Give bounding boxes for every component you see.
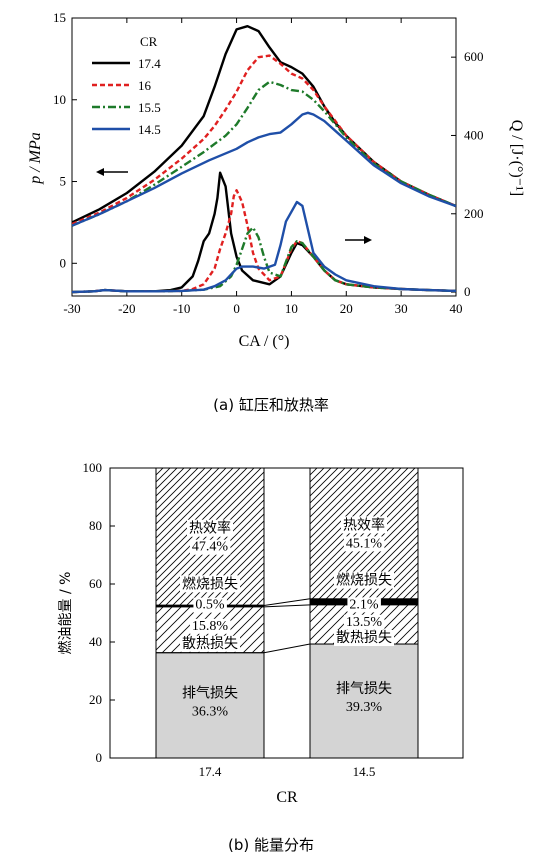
heat-release-line-cr-16 <box>72 189 456 294</box>
right-axis-arrow <box>345 236 372 244</box>
chart-a-ytick-label: 10 <box>53 92 66 107</box>
heat-release-line-cr-14.5 <box>72 200 456 294</box>
left-axis-arrow <box>96 168 128 176</box>
label-thermal-eff-value: 47.4% <box>192 540 229 555</box>
label-heatloss-value-bg <box>343 614 385 630</box>
chart-a-xtick-label: -30 <box>63 301 80 316</box>
label-heatloss-name: 散热损失 <box>336 630 392 646</box>
label-exhaust-name: 排气损失 <box>182 685 238 701</box>
label-heatloss-name-bg <box>334 630 394 646</box>
label-thermal-eff-value-bg <box>343 536 385 552</box>
label-thermal-eff-name-bg <box>341 516 387 534</box>
legend-title: CR <box>140 34 158 49</box>
label-combustion-value-bg <box>347 597 381 613</box>
label-combustion-value-bg <box>193 597 227 613</box>
label-heatloss-value: 15.8% <box>192 619 229 634</box>
chart-a-caption: (a) 缸压和放热率 <box>213 396 329 414</box>
label-exhaust-value: 36.3% <box>192 704 229 719</box>
chart-a-y2tick-label: 600 <box>464 49 484 64</box>
chart-a-ytick-label: 15 <box>53 10 66 25</box>
chart-b-ytick-label: 20 <box>89 692 102 707</box>
label-exhaust-name-bg <box>180 685 240 702</box>
chart-a-y2label: Q / [J·(°)⁻¹] <box>508 120 525 197</box>
chart-a-xlabel: CA / (°) <box>239 333 290 350</box>
bar-outline-17.4 <box>155 467 265 759</box>
label-thermal-eff-name-bg <box>187 519 233 537</box>
pressure-line-cr-17.4 <box>72 25 456 224</box>
label-combustion-value: 2.1% <box>349 597 379 612</box>
label-exhaust-value: 39.3% <box>346 700 383 715</box>
legend-label-17.4: 17.4 <box>138 56 161 71</box>
pressure-line-cr-15.5 <box>72 80 456 227</box>
label-exhaust-value-bg <box>189 704 231 720</box>
chart-a-ylabel: p / MPa <box>27 132 44 185</box>
label-exhaust-name-bg <box>334 681 394 698</box>
chart-b-ytick-label: 100 <box>83 460 103 475</box>
chart-a-xtick-label: 0 <box>233 301 240 316</box>
chart-b-energy-distribution: 0 20 40 60 80 100 17.4 14.5 热效率 47.4% 排气损失 36.3% 热效… <box>57 460 464 854</box>
chart-b-caption: (b) 能量分布 <box>228 836 314 854</box>
label-heatloss-name: 散热损失 <box>182 636 238 652</box>
label-thermal-eff-value-bg <box>189 539 231 555</box>
bar-outline-14.5 <box>309 467 419 759</box>
connector-combustion-top <box>263 598 311 606</box>
chart-a-ytick-label: 0 <box>60 255 67 270</box>
label-thermal-eff-name: 热效率 <box>189 520 231 537</box>
chart-b-ytick-label: 80 <box>89 518 102 533</box>
chart-b-ytick-label: 0 <box>96 750 103 765</box>
label-exhaust-name: 排气损失 <box>336 681 392 697</box>
chart-a-xtick-label: -20 <box>118 301 135 316</box>
connector-heatloss-top <box>263 604 311 608</box>
pressure-line-cr-16 <box>72 54 456 226</box>
chart-a-plot-frame <box>71 17 457 297</box>
chart-b-plot-frame <box>109 467 464 759</box>
chart-a-y2tick-label: 200 <box>464 206 484 221</box>
legend-label-14.5: 14.5 <box>138 122 161 137</box>
bar-category-label: 17.4 <box>199 764 222 779</box>
chart-a-y2tick-label: 0 <box>464 284 471 299</box>
chart-b-ytick-label: 40 <box>89 634 102 649</box>
label-heatloss-name-bg <box>180 635 240 652</box>
label-exhaust-value-bg <box>343 700 385 716</box>
chart-b-xlabel: CR <box>276 789 298 806</box>
label-combustion-value: 0.5% <box>195 598 225 613</box>
label-combustion-name-bg <box>180 575 240 593</box>
chart-b-ylabel: 燃油能量 / % <box>57 572 74 655</box>
chart-a-xtick-label: -10 <box>173 301 190 316</box>
label-thermal-eff-name: 热效率 <box>343 516 385 533</box>
chart-a-xtick-label: 20 <box>340 301 353 316</box>
label-heatloss-value-bg <box>189 618 231 634</box>
bar-category-label: 14.5 <box>353 764 376 779</box>
legend-label-15.5: 15.5 <box>138 100 161 115</box>
label-combustion-name: 燃烧损失 <box>336 572 392 589</box>
label-combustion-name-bg <box>334 571 394 589</box>
pressure-line-cr-14.5 <box>72 111 456 227</box>
chart-a-y2tick-label: 400 <box>464 127 484 142</box>
connector-exhaust-top <box>263 643 311 654</box>
label-combustion-name: 燃烧损失 <box>182 575 238 592</box>
chart-b-ytick-label: 60 <box>89 576 102 591</box>
chart-a-xtick-label: 10 <box>285 301 298 316</box>
label-thermal-eff-value: 45.1% <box>346 536 383 551</box>
chart-a-ytick-label: 5 <box>60 174 67 189</box>
chart-a-xtick-label: 40 <box>450 301 463 316</box>
chart-a-xtick-label: 30 <box>395 301 408 316</box>
legend-label-16: 16 <box>138 78 152 93</box>
label-heatloss-value: 13.5% <box>346 615 383 630</box>
